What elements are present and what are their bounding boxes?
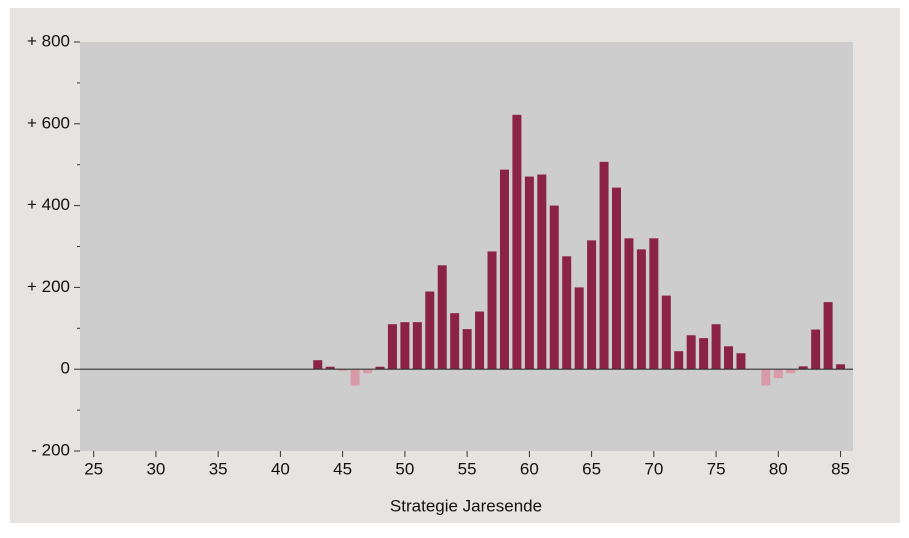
plot-area [80, 42, 853, 451]
bar [363, 369, 373, 374]
bar [475, 311, 485, 370]
y-tick-label: + 800 [27, 31, 70, 50]
bar [636, 249, 646, 370]
x-tick-label: 45 [333, 459, 352, 478]
y-tick-label: 0 [61, 359, 70, 378]
bar [512, 114, 522, 370]
bar [661, 295, 671, 370]
bar [761, 369, 771, 386]
y-tick-label: + 600 [27, 113, 70, 132]
bar [412, 322, 422, 370]
bar [587, 240, 597, 370]
x-tick-label: 55 [458, 459, 477, 478]
bar [549, 205, 559, 370]
bar [711, 324, 721, 370]
bar [450, 313, 460, 370]
bar [798, 366, 808, 370]
x-tick-label: 25 [84, 459, 103, 478]
bar [325, 366, 335, 370]
bar [313, 360, 323, 370]
bar [599, 161, 609, 370]
bar [537, 174, 547, 370]
x-tick-label: 70 [644, 459, 663, 478]
bar [811, 329, 821, 370]
bar [786, 369, 796, 374]
bar [773, 369, 783, 379]
x-axis-label: Strategie Jaresende [390, 496, 542, 515]
x-tick-label: 80 [769, 459, 788, 478]
bar [338, 369, 348, 371]
x-tick-label: 50 [395, 459, 414, 478]
bar [437, 265, 447, 370]
x-tick-label: 75 [707, 459, 726, 478]
bar [400, 322, 410, 370]
bar [562, 256, 572, 370]
bar [375, 366, 385, 370]
bar [462, 329, 472, 370]
x-tick-label: 30 [146, 459, 165, 478]
y-tick-label: + 200 [27, 277, 70, 296]
bar [487, 251, 497, 370]
y-tick-label: - 200 [31, 440, 70, 459]
bar [674, 351, 684, 370]
x-tick-label: 65 [582, 459, 601, 478]
x-tick-label: 35 [209, 459, 228, 478]
x-tick-label: 40 [271, 459, 290, 478]
y-tick-label: + 400 [27, 195, 70, 214]
bar [823, 302, 833, 370]
bar [425, 291, 435, 370]
bar [574, 287, 584, 370]
bar [387, 324, 397, 370]
bar [350, 369, 360, 386]
bar [524, 176, 534, 370]
bar [686, 335, 696, 370]
bar [611, 187, 621, 370]
bar [736, 353, 746, 370]
bar [499, 169, 509, 370]
x-tick-label: 85 [831, 459, 850, 478]
x-tick-label: 60 [520, 459, 539, 478]
bar [699, 338, 709, 370]
bar [624, 238, 634, 370]
bar [836, 364, 846, 370]
bar [649, 238, 659, 370]
bar [724, 346, 734, 370]
